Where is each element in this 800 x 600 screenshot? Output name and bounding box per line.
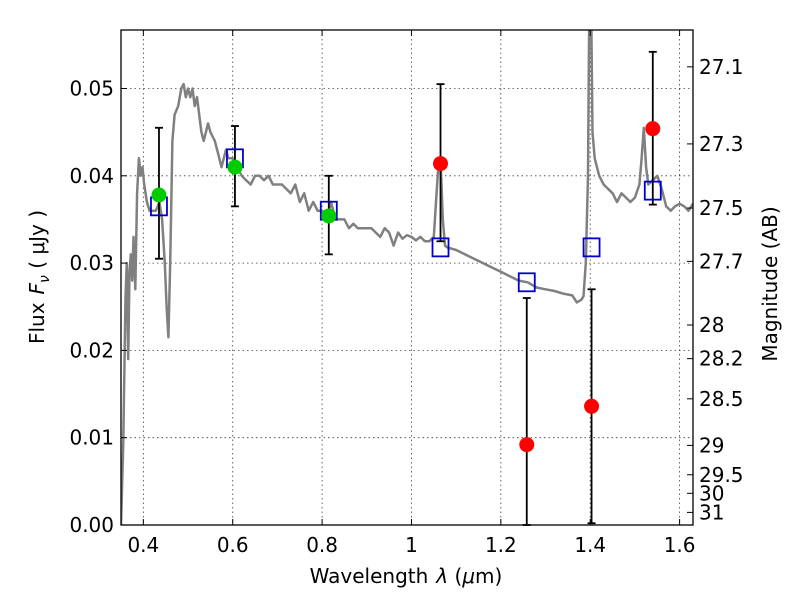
low-significance-point [584,398,600,414]
right-axis-label: Magnitude (AB) [758,206,782,361]
model-photometry-square [431,237,450,258]
model-spectrum-line [121,30,693,525]
low-significance-point [519,437,535,453]
y-tick-label: 0.04 [69,164,114,188]
y-tick-label: 0.03 [69,251,114,275]
x-tick-label: 0.6 [217,533,249,557]
data-markers [150,121,662,453]
x-axis-label: Wavelength λ (μm) [310,564,503,588]
y-tick-label: 0.05 [69,76,114,100]
x-tick-label: 0.4 [127,533,159,557]
y2-tick-label: 28.2 [699,347,744,371]
axis-ticks: 0.4 0.6 0.8 1 1.2 1.4 1.6 0.00 0.01 0.02 0.03 0.04 0… [69,30,744,557]
y-tick-label: 0.00 [69,513,114,537]
y2-tick-label: 28.5 [699,387,744,411]
detection-point [227,159,243,175]
y2-tick-label: 27.5 [699,196,744,220]
detection-point [151,187,167,203]
y2-tick-label: 29 [699,433,724,457]
low-significance-point [645,121,661,137]
x-tick-label: 1.6 [664,533,696,557]
error-bars [154,50,657,526]
y-axis-label: FluxFν ( μJy ) [25,210,53,344]
model-spectrum [121,30,693,525]
y2-tick-label: 30 [699,481,724,505]
y-tick-label: 0.02 [69,338,114,362]
low-significance-point [433,156,449,172]
x-tick-label: 0.8 [306,533,338,557]
y2-tick-label: 28 [699,313,724,337]
y2-tick-label: 27.1 [699,55,744,79]
plot-frame [120,29,694,526]
y2-tick-label: 29.5 [699,463,744,487]
grid-lines [121,30,693,526]
y-tick-label: 0.01 [69,426,114,450]
y2-tick-label: 27.3 [699,132,744,156]
y2-tick-label: 31 [699,500,724,524]
model-photometry-square [582,237,601,258]
x-tick-label: 1 [405,533,418,557]
x-tick-label: 1.4 [574,533,606,557]
x-tick-label: 1.2 [485,533,517,557]
detection-point [321,208,337,224]
model-photometry-square [517,272,536,293]
model-photometry-square [643,180,662,201]
y2-tick-label: 27.7 [699,249,744,273]
